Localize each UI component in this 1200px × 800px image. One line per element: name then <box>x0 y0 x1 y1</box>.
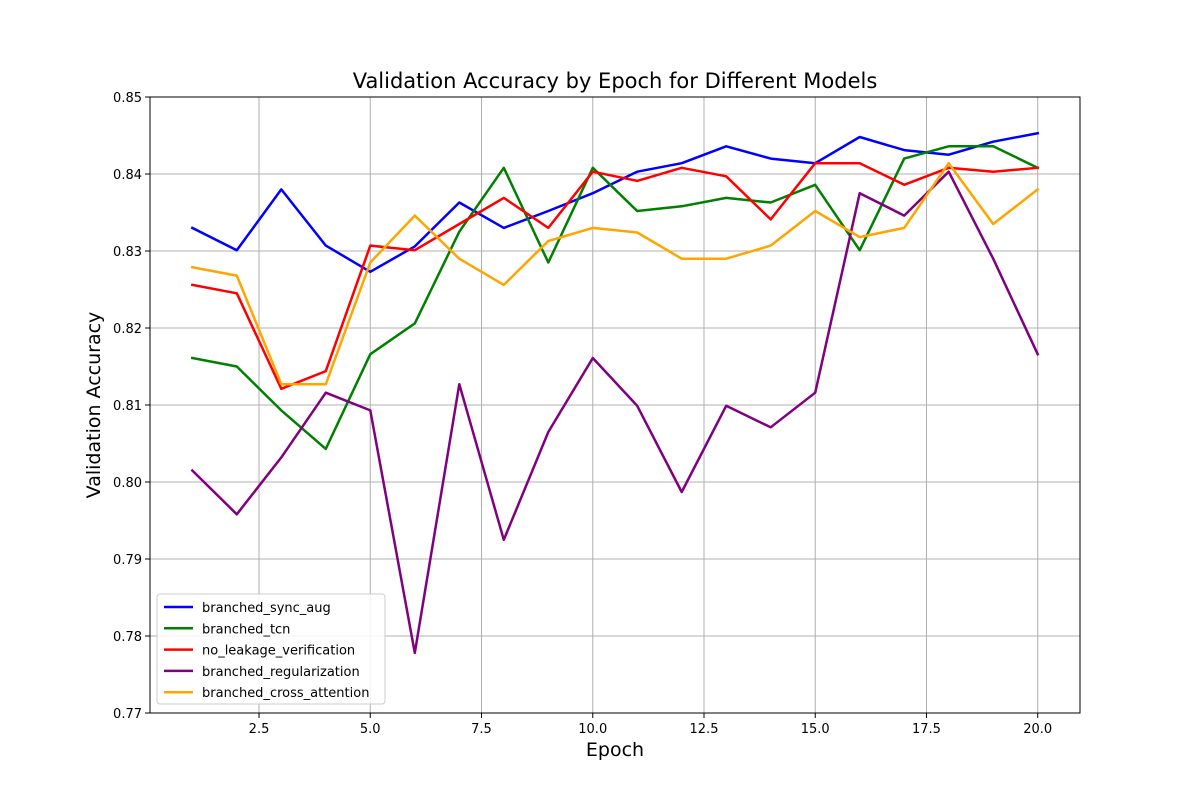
y-tick-label: 0.82 <box>113 322 142 337</box>
legend-label: branched_cross_attention <box>202 686 369 701</box>
y-tick-label: 0.77 <box>113 707 142 722</box>
x-tick-label: 17.5 <box>912 722 941 737</box>
x-tick-label: 5.0 <box>360 722 381 737</box>
y-tick-label: 0.80 <box>113 476 142 491</box>
x-tick-label: 7.5 <box>471 722 492 737</box>
x-tick-label: 2.5 <box>249 722 270 737</box>
y-tick-label: 0.78 <box>113 630 142 645</box>
y-tick-label: 0.81 <box>113 399 142 414</box>
legend-label: branched_regularization <box>202 665 360 680</box>
legend-label: branched_tcn <box>202 622 290 637</box>
legend: branched_sync_aug branched_tcn no_leakage_… <box>156 593 386 705</box>
x-tick-label: 12.5 <box>690 722 719 737</box>
legend-label: no_leakage_verification <box>202 644 355 659</box>
y-tick-label: 0.85 <box>113 91 142 106</box>
x-tick-label: 15.0 <box>801 722 830 737</box>
y-tick-label: 0.83 <box>113 245 142 260</box>
series-line-branched-regularization <box>190 170 1040 655</box>
x-tick-label: 10.0 <box>578 722 607 737</box>
series-lines <box>190 131 1040 655</box>
x-axis-label: Epoch <box>586 739 644 761</box>
y-tick-label: 0.79 <box>113 553 142 568</box>
y-axis-label: Validation Accuracy <box>83 312 105 499</box>
x-tick-label: 20.0 <box>1023 722 1052 737</box>
axis-ticks: 2.5 5.0 7.5 10.0 12.5 15.0 17.5 20.0 0.77 0.78 0.7… <box>113 91 1052 737</box>
chart-title: Validation Accuracy by Epoch for Differe… <box>353 69 878 93</box>
legend-label: branched_sync_aug <box>202 601 331 616</box>
series-line-no-leakage-verification <box>190 161 1040 391</box>
series-line-branched-tcn <box>190 145 1040 451</box>
series-line-branched-sync-aug <box>190 131 1040 274</box>
series-line-branched-cross-attention <box>190 161 1040 386</box>
y-tick-label: 0.84 <box>113 168 142 183</box>
legend-box <box>156 593 386 705</box>
